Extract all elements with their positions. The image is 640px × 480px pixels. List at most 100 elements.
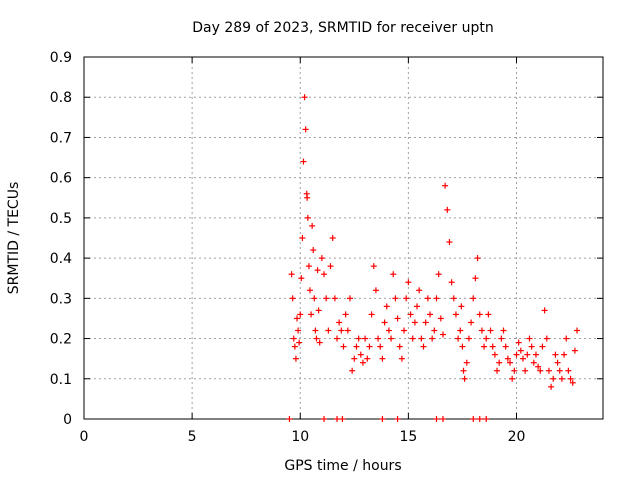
data-point bbox=[321, 416, 328, 422]
data-point bbox=[433, 295, 440, 302]
data-point bbox=[305, 263, 312, 270]
data-point bbox=[561, 351, 568, 358]
data-point bbox=[498, 335, 505, 342]
data-point bbox=[338, 327, 345, 334]
y-tick-label: 0 bbox=[63, 412, 72, 428]
data-point bbox=[532, 351, 539, 358]
data-point bbox=[491, 351, 498, 358]
data-point bbox=[465, 335, 472, 342]
data-point bbox=[329, 235, 336, 241]
data-point bbox=[381, 319, 388, 326]
data-point bbox=[390, 271, 397, 278]
data-point bbox=[362, 335, 369, 342]
data-point bbox=[552, 351, 559, 358]
data-point bbox=[543, 335, 550, 342]
data-point bbox=[313, 335, 320, 342]
data-point bbox=[288, 271, 295, 278]
x-tick-label: 5 bbox=[188, 429, 197, 445]
data-point bbox=[416, 287, 423, 294]
data-point bbox=[302, 126, 309, 133]
data-point bbox=[476, 416, 483, 422]
data-point bbox=[502, 343, 509, 350]
data-point bbox=[448, 279, 455, 286]
data-points bbox=[286, 94, 581, 422]
data-point bbox=[442, 182, 449, 189]
data-point bbox=[346, 295, 353, 302]
data-point bbox=[334, 416, 341, 422]
y-tick-label: 0.2 bbox=[50, 332, 72, 348]
data-point bbox=[411, 319, 418, 326]
chart-title: Day 289 of 2023, SRMTID for receiver upt… bbox=[192, 20, 494, 36]
data-point bbox=[435, 271, 442, 278]
data-point bbox=[567, 375, 574, 382]
data-point bbox=[489, 343, 496, 350]
data-point bbox=[304, 214, 311, 221]
data-point bbox=[342, 311, 349, 318]
data-point bbox=[460, 367, 467, 374]
data-point bbox=[349, 367, 356, 374]
data-point bbox=[433, 416, 440, 422]
data-point bbox=[383, 303, 390, 310]
data-point bbox=[292, 355, 299, 362]
data-point bbox=[414, 303, 421, 310]
data-point bbox=[418, 335, 425, 342]
data-point bbox=[398, 355, 405, 362]
data-point bbox=[459, 343, 466, 350]
data-point bbox=[446, 239, 453, 246]
data-point bbox=[286, 416, 293, 422]
data-point bbox=[308, 311, 315, 318]
data-point bbox=[334, 335, 341, 342]
data-point bbox=[439, 416, 446, 422]
data-point bbox=[504, 355, 511, 362]
data-point bbox=[452, 311, 459, 318]
data-point bbox=[315, 307, 322, 314]
data-point bbox=[478, 327, 485, 334]
data-point bbox=[289, 295, 296, 302]
data-point bbox=[297, 311, 304, 318]
data-point bbox=[379, 355, 386, 362]
data-point bbox=[394, 416, 401, 422]
plot-frame bbox=[83, 56, 604, 420]
data-point bbox=[463, 359, 470, 366]
data-point bbox=[420, 343, 427, 350]
data-point bbox=[470, 416, 477, 422]
data-point bbox=[524, 351, 531, 358]
data-point bbox=[372, 287, 379, 294]
data-point bbox=[511, 367, 518, 374]
data-point bbox=[296, 339, 303, 346]
y-axis-label: SRMTID / TECUs bbox=[6, 182, 22, 295]
data-point bbox=[517, 347, 524, 354]
data-point bbox=[422, 319, 429, 326]
data-point bbox=[429, 335, 436, 342]
data-point bbox=[327, 263, 334, 270]
data-point bbox=[300, 158, 307, 165]
y-tick-label: 0.7 bbox=[50, 130, 72, 146]
data-point bbox=[295, 327, 302, 334]
data-point bbox=[340, 343, 347, 350]
data-point bbox=[403, 295, 410, 302]
y-tick-label: 0.3 bbox=[50, 291, 72, 307]
data-point bbox=[291, 343, 298, 350]
data-point bbox=[396, 343, 403, 350]
data-point bbox=[357, 351, 364, 358]
data-point bbox=[323, 295, 330, 302]
y-tick-label: 0.1 bbox=[50, 372, 72, 388]
data-point bbox=[351, 355, 358, 362]
data-point bbox=[301, 94, 308, 101]
data-point bbox=[409, 335, 416, 342]
data-point bbox=[457, 327, 464, 334]
data-point bbox=[509, 375, 516, 382]
data-point bbox=[530, 359, 537, 366]
data-point bbox=[299, 235, 306, 241]
data-point bbox=[439, 331, 446, 338]
data-point bbox=[353, 343, 360, 350]
y-tick-label: 0.5 bbox=[50, 211, 72, 227]
data-point bbox=[401, 327, 408, 334]
data-point bbox=[548, 383, 555, 390]
data-point bbox=[359, 359, 366, 366]
data-point bbox=[483, 335, 490, 342]
data-point bbox=[427, 311, 433, 318]
data-point bbox=[485, 311, 492, 318]
data-point bbox=[558, 375, 565, 382]
